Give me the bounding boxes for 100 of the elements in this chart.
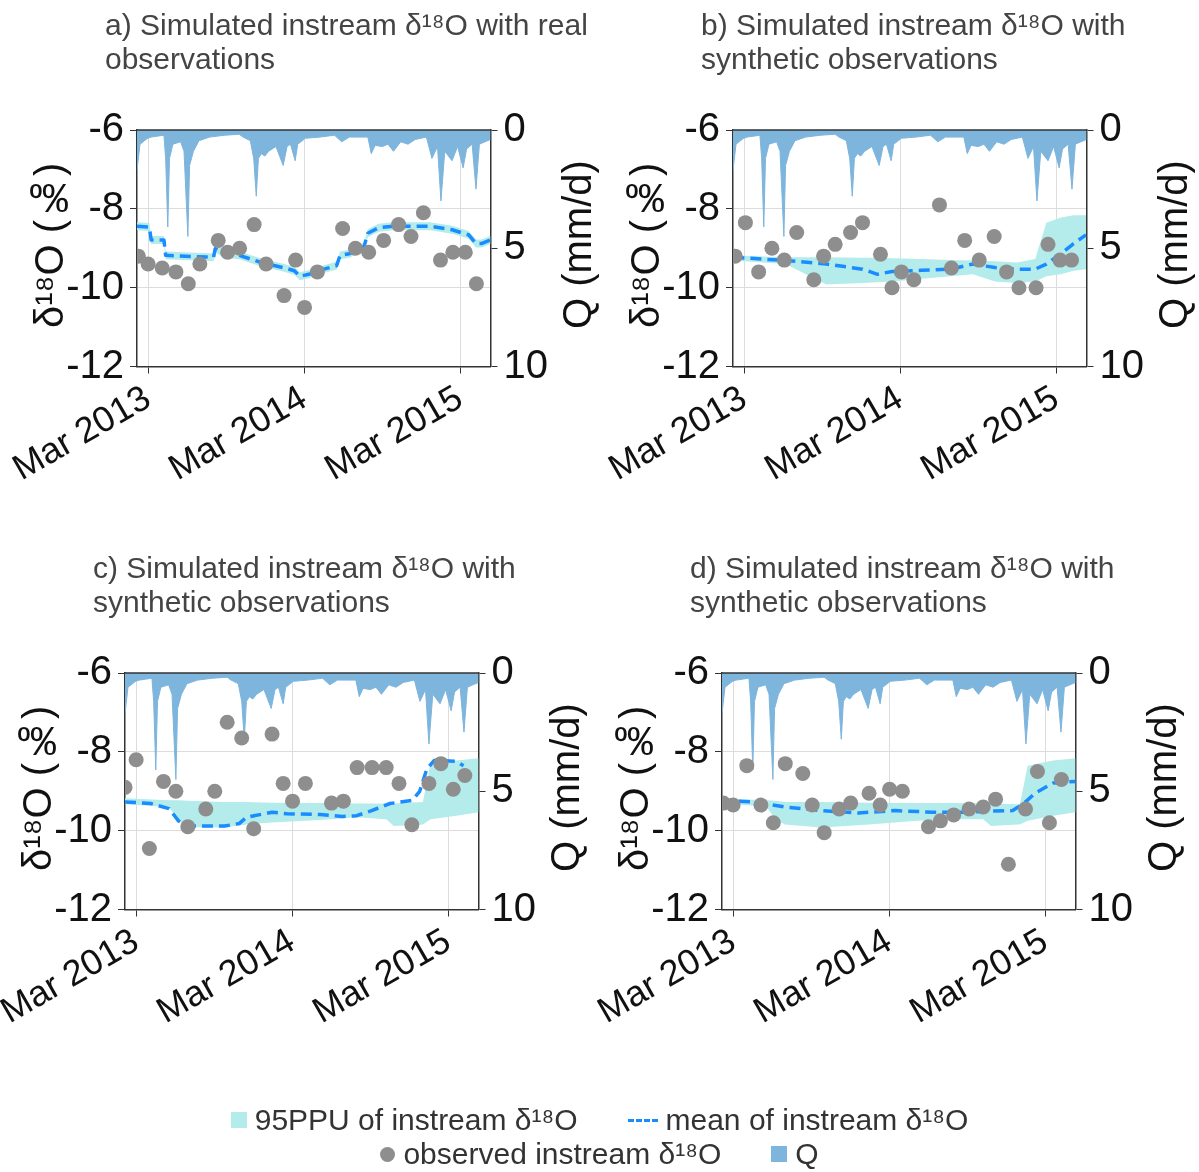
point xyxy=(457,244,473,260)
point xyxy=(378,760,394,776)
x-tick-label: Mar 2015 xyxy=(316,376,470,488)
y-tick-label: -6 xyxy=(673,648,710,693)
y-tick-label: -12 xyxy=(66,341,125,386)
point xyxy=(258,256,274,272)
chart-title: d) Simulated instream δ¹⁸O with synthetic observations xyxy=(690,551,1116,619)
y-tick-label: -6 xyxy=(88,105,125,150)
point xyxy=(155,773,171,789)
point xyxy=(776,252,792,268)
chart-title: b) Simulated instream δ¹⁸O with synthetic observations xyxy=(701,8,1127,76)
y2-axis-title: Q (mm/d) xyxy=(1139,702,1185,875)
point xyxy=(403,228,419,244)
point xyxy=(999,264,1015,280)
chart-title: c) Simulated instream δ¹⁸O with synthetic observations xyxy=(93,551,517,619)
y2-tick-label: 0 xyxy=(1099,105,1122,150)
y2-tick-label: 10 xyxy=(1099,341,1145,386)
point xyxy=(288,252,304,268)
point xyxy=(737,215,753,231)
point xyxy=(433,252,448,268)
point xyxy=(140,256,156,272)
y2-tick-label: 0 xyxy=(1088,648,1111,693)
point xyxy=(168,264,184,280)
y2-axis-title: Q (mm/d) xyxy=(554,159,600,332)
y2-axis-title: Q (mm/d) xyxy=(1150,159,1196,332)
point xyxy=(168,783,184,799)
y-tick-label: -6 xyxy=(76,648,113,693)
y2-tick-label: 0 xyxy=(503,105,526,150)
y-tick-label: -10 xyxy=(662,262,721,307)
point xyxy=(457,768,473,783)
y2-tick-label: 0 xyxy=(491,648,514,693)
point xyxy=(843,225,859,240)
x-tick-label: Mar 2015 xyxy=(912,376,1066,488)
point xyxy=(1064,252,1080,268)
point xyxy=(1029,764,1045,780)
point xyxy=(335,221,351,237)
point xyxy=(961,801,977,817)
point xyxy=(404,817,420,833)
point xyxy=(468,276,484,292)
point xyxy=(920,819,936,835)
point xyxy=(932,813,948,829)
y-tick-label: -12 xyxy=(662,341,721,386)
point xyxy=(831,801,847,817)
point xyxy=(154,260,170,276)
point xyxy=(975,799,991,815)
y2-axis-title: Q (mm/d) xyxy=(542,702,588,875)
y2-tick-label: 10 xyxy=(1088,884,1134,929)
point xyxy=(725,797,741,813)
point xyxy=(220,244,236,260)
point xyxy=(246,821,262,837)
point xyxy=(219,714,235,730)
point xyxy=(376,232,392,248)
point xyxy=(861,785,877,801)
point xyxy=(433,756,449,772)
y2-tick-label: 5 xyxy=(1099,223,1122,268)
point xyxy=(872,246,888,262)
legend-label: observed instream δ¹⁸O xyxy=(403,1137,722,1171)
point xyxy=(946,807,962,823)
point xyxy=(957,232,973,248)
chart-title: a) Simulated instream δ¹⁸O with real observations xyxy=(105,8,589,76)
point xyxy=(128,752,144,768)
point xyxy=(827,236,843,252)
point xyxy=(988,791,1004,807)
x-tick-label: Mar 2014 xyxy=(160,376,314,488)
y-tick-label: -8 xyxy=(88,183,125,228)
point xyxy=(753,797,769,813)
point xyxy=(347,240,363,256)
point xyxy=(764,240,780,256)
point xyxy=(309,264,325,280)
point xyxy=(207,783,223,799)
y-tick-label: -10 xyxy=(66,262,125,307)
point xyxy=(986,228,1002,244)
y2-tick-label: 5 xyxy=(1088,766,1111,811)
point xyxy=(192,256,208,272)
point xyxy=(931,197,947,213)
x-tick-label: Mar 2015 xyxy=(304,919,458,1031)
y2-tick-label: 10 xyxy=(491,884,537,929)
y-tick-label: -8 xyxy=(684,183,721,228)
x-tick-label: Mar 2014 xyxy=(756,376,910,488)
point xyxy=(855,215,871,231)
point xyxy=(232,240,248,256)
x-tick-label: Mar 2014 xyxy=(148,919,302,1031)
point xyxy=(1053,771,1069,787)
y-tick-label: -10 xyxy=(54,805,113,850)
legend-label: Q xyxy=(795,1137,819,1171)
y2-tick-label: 5 xyxy=(491,766,514,811)
point xyxy=(971,252,987,268)
point xyxy=(198,801,214,817)
point xyxy=(816,248,832,264)
point xyxy=(421,775,437,791)
point xyxy=(906,272,922,288)
point xyxy=(816,825,832,841)
point xyxy=(1041,815,1057,831)
point xyxy=(297,299,313,315)
y-tick-label: -10 xyxy=(651,805,710,850)
point xyxy=(806,272,822,288)
point xyxy=(739,758,755,774)
point xyxy=(789,225,805,240)
point xyxy=(141,840,157,856)
point xyxy=(391,775,407,791)
